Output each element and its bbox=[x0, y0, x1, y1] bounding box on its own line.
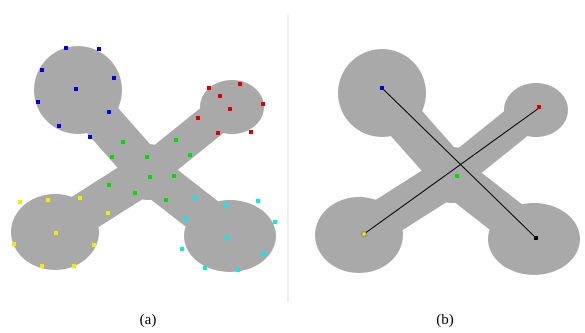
shape bbox=[11, 46, 276, 272]
panel-a: (a) bbox=[11, 46, 277, 328]
caption: (a) bbox=[140, 312, 157, 328]
endpoint bbox=[534, 236, 538, 240]
center-point bbox=[455, 174, 459, 178]
endpoint bbox=[380, 86, 384, 90]
caption: (b) bbox=[436, 312, 454, 328]
shape bbox=[315, 49, 580, 275]
panel-b: (b) bbox=[315, 49, 580, 328]
points bbox=[12, 46, 277, 272]
endpoint bbox=[537, 105, 541, 109]
skeleton bbox=[363, 87, 540, 239]
endpoint bbox=[361, 231, 367, 237]
